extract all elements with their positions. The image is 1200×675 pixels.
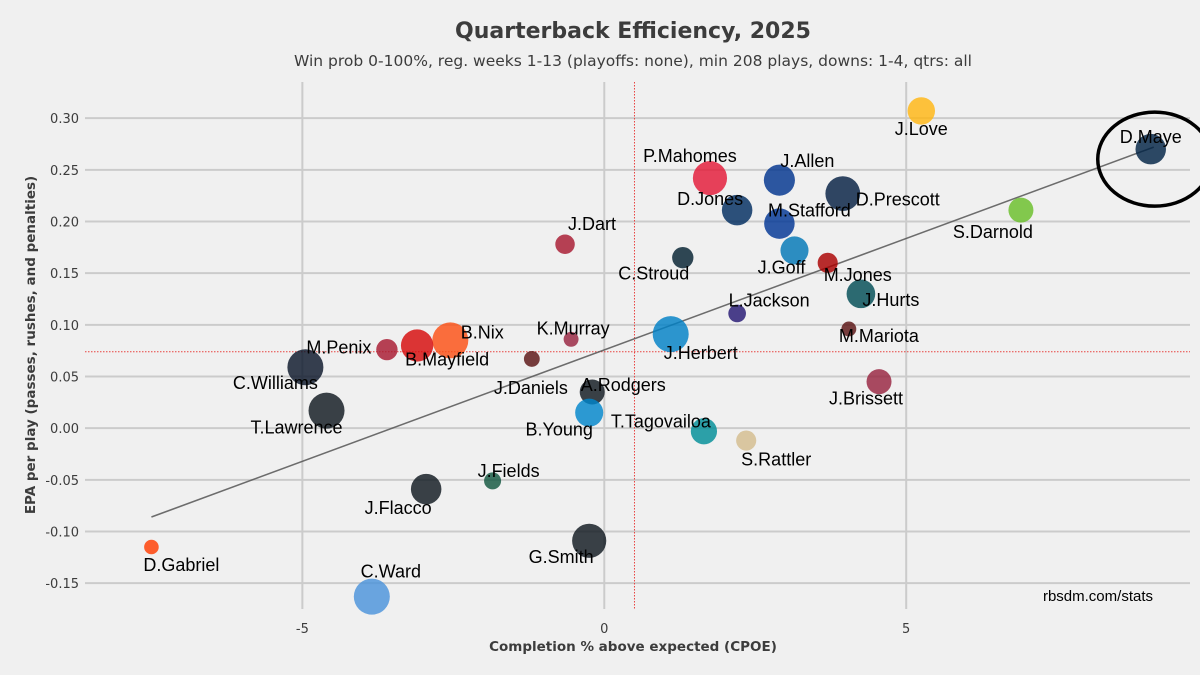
y-tick-label: -0.10	[45, 526, 79, 541]
point-label: J.Allen	[780, 151, 834, 171]
trend-line	[151, 146, 1155, 518]
data-point	[764, 208, 795, 239]
point-label: A.Rodgers	[581, 375, 666, 395]
trend-line-group	[151, 146, 1155, 518]
point-label: J.Daniels	[494, 378, 568, 398]
point-label: B.Mayfield	[405, 350, 489, 370]
point-label: C.Stroud	[618, 264, 689, 284]
grid-lines	[85, 82, 1190, 609]
point-label: P.Mahomes	[643, 146, 737, 166]
point-label: T.Lawrence	[250, 418, 342, 438]
y-tick-label: 0.00	[50, 422, 79, 437]
point-label: D.Gabriel	[143, 555, 219, 575]
data-point	[672, 246, 694, 269]
data-point	[400, 329, 434, 362]
average-lines	[85, 82, 1190, 609]
point-label: M.Stafford	[768, 201, 851, 221]
point-label: B.Young	[525, 420, 592, 440]
y-tick-label: 0.10	[50, 319, 79, 334]
point-label: J.Flacco	[365, 498, 432, 518]
point-label: J.Goff	[758, 257, 807, 277]
point-label: J.Hurts	[862, 290, 919, 310]
data-point	[841, 321, 857, 337]
data-point	[728, 304, 746, 323]
tick-labels: -0.15 -0.10 -0.05 0.00 0.05 0.10 0.15 0.20 0.25 0…	[45, 112, 910, 637]
data-point	[763, 164, 795, 196]
data-point	[1008, 197, 1034, 223]
data-point	[690, 418, 718, 445]
point-label: T.Tagovailoa	[611, 411, 712, 431]
point-label: L.Jackson	[729, 290, 810, 310]
data-point	[1135, 133, 1167, 165]
point-label: M.Mariota	[839, 326, 920, 346]
highlight-circle	[1096, 110, 1200, 208]
x-tick-label: 5	[902, 622, 910, 637]
data-point	[432, 322, 469, 359]
y-tick-label: 0.30	[50, 112, 79, 127]
point-label: J.Fields	[478, 461, 540, 481]
data-point	[572, 523, 607, 558]
y-tick-label: -0.05	[45, 474, 79, 489]
y-axis-label: EPA per play (passes, rushes, and penalt…	[23, 176, 39, 514]
x-axis-label: Completion % above expected (CPOE)	[489, 639, 777, 655]
data-point	[287, 349, 324, 386]
point-label: J.Love	[895, 119, 948, 139]
data-point	[817, 252, 838, 273]
point-label: K.Murray	[537, 318, 610, 338]
data-point	[579, 379, 605, 405]
data-point	[866, 369, 892, 395]
chart-subtitle: Win prob 0-100%, reg. weeks 1-13 (playof…	[294, 52, 972, 70]
point-label: B.Nix	[461, 322, 504, 342]
point-label: M.Jones	[824, 265, 892, 285]
data-point	[484, 472, 502, 490]
point-label: M.Penix	[306, 338, 371, 358]
point-label: J.Brissett	[829, 389, 903, 409]
data-point	[825, 176, 861, 211]
highlight-group	[1096, 110, 1200, 208]
y-tick-label: 0.25	[50, 164, 79, 179]
point-label: D.Prescott	[856, 190, 940, 210]
data-point	[410, 473, 442, 505]
data-point	[555, 234, 575, 254]
chart-title: Quarterback Efficiency, 2025	[455, 19, 811, 44]
data-point	[376, 338, 398, 361]
x-tick-label: 0	[600, 622, 608, 637]
data-point	[308, 392, 345, 429]
point-label: G.Smith	[529, 547, 594, 567]
point-label: J.Dart	[568, 214, 616, 234]
data-point	[721, 194, 753, 226]
point-label: D.Jones	[677, 189, 743, 209]
data-point	[652, 316, 689, 353]
data-point	[736, 430, 757, 451]
x-tick-label: -5	[296, 622, 309, 637]
data-points	[144, 97, 1167, 615]
point-label: J.Herbert	[664, 343, 738, 363]
data-point	[846, 279, 876, 309]
credit-text: rbsdm.com/stats	[1043, 588, 1153, 605]
data-point	[523, 351, 540, 367]
data-point	[563, 331, 579, 347]
y-tick-label: -0.15	[45, 577, 79, 592]
data-point	[692, 161, 728, 196]
point-label: D.Maye	[1120, 127, 1182, 147]
data-point	[780, 236, 809, 265]
data-point	[907, 97, 936, 125]
data-point	[144, 539, 159, 555]
point-labels: J.Love D.Maye P.Mahomes J.Allen D.Prescott D.…	[143, 119, 1181, 582]
point-label: C.Ward	[361, 562, 421, 582]
y-tick-label: 0.20	[50, 216, 79, 231]
point-label: S.Darnold	[953, 222, 1033, 242]
point-label: C.Williams	[233, 373, 318, 393]
data-point	[353, 578, 390, 615]
point-label: S.Rattler	[741, 450, 811, 470]
y-tick-label: 0.05	[50, 371, 79, 386]
y-tick-label: 0.15	[50, 267, 79, 282]
data-point	[575, 398, 604, 427]
